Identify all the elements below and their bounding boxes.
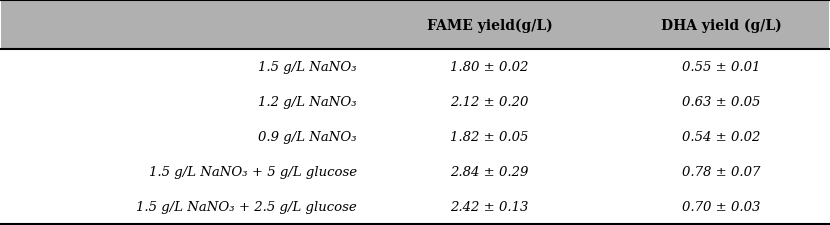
Text: 0.54 ± 0.02: 0.54 ± 0.02 <box>682 130 760 143</box>
Text: 0.78 ± 0.07: 0.78 ± 0.07 <box>682 165 760 178</box>
Bar <box>2 1 828 50</box>
Text: 2.84 ± 0.29: 2.84 ± 0.29 <box>450 165 529 178</box>
Text: 2.12 ± 0.20: 2.12 ± 0.20 <box>450 96 529 109</box>
Text: DHA yield (g/L): DHA yield (g/L) <box>661 19 782 33</box>
Text: FAME yield(g/L): FAME yield(g/L) <box>427 19 552 33</box>
Text: 2.42 ± 0.13: 2.42 ± 0.13 <box>450 200 529 213</box>
Text: 1.82 ± 0.05: 1.82 ± 0.05 <box>450 130 529 143</box>
Text: 0.63 ± 0.05: 0.63 ± 0.05 <box>682 96 760 109</box>
Text: 1.2 g/L NaNO₃: 1.2 g/L NaNO₃ <box>258 96 357 109</box>
Text: 1.5 g/L NaNO₃ + 2.5 g/L glucose: 1.5 g/L NaNO₃ + 2.5 g/L glucose <box>136 200 357 213</box>
Text: 0.55 ± 0.01: 0.55 ± 0.01 <box>682 61 760 74</box>
Text: 1.80 ± 0.02: 1.80 ± 0.02 <box>450 61 529 74</box>
Text: 0.70 ± 0.03: 0.70 ± 0.03 <box>682 200 760 213</box>
Text: 1.5 g/L NaNO₃ + 5 g/L glucose: 1.5 g/L NaNO₃ + 5 g/L glucose <box>149 165 357 178</box>
Text: 0.9 g/L NaNO₃: 0.9 g/L NaNO₃ <box>258 130 357 143</box>
Text: 1.5 g/L NaNO₃: 1.5 g/L NaNO₃ <box>258 61 357 74</box>
